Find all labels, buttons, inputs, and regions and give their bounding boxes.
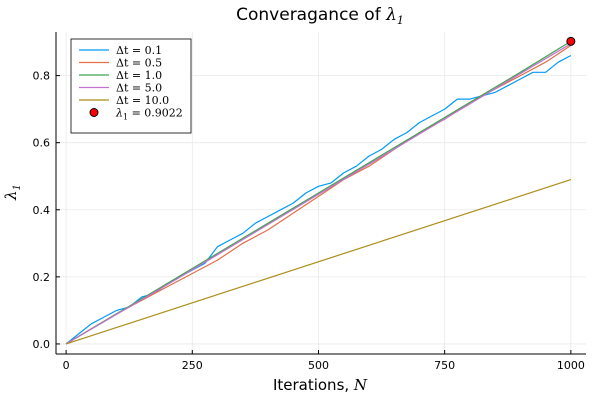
legend-entry: Δt = 0.5 <box>116 57 162 70</box>
series-line <box>65 40 572 345</box>
y-tick-label: 0.4 <box>33 204 51 217</box>
x-axis-label: Iterations, N <box>273 376 368 394</box>
x-tick-label: 1000 <box>557 359 585 372</box>
lambda-marker-point <box>566 36 576 46</box>
x-axis-label-math: N <box>353 376 368 394</box>
grid-lines <box>56 32 586 354</box>
chart-title-text: Converagance of <box>236 5 386 25</box>
series-line <box>65 43 572 345</box>
chart-title-math-sub: 1 <box>397 14 404 27</box>
marker-group <box>566 36 576 46</box>
legend-entry: Δt = 5.0 <box>116 82 162 95</box>
x-tick-label: 500 <box>308 359 329 372</box>
x-axis-ticks: 0 250 500 750 1000 <box>63 350 585 372</box>
legend-marker-swatch <box>89 108 99 117</box>
legend-box <box>70 38 192 134</box>
plot-frame <box>55 32 586 355</box>
legend-entry: Δt = 1.0 <box>116 69 162 82</box>
legend-marker-entry: λ1 = 0.9022 <box>115 107 183 122</box>
legend-entry: Δt = 0.1 <box>116 44 162 57</box>
legend: Δt = 0.1Δt = 0.5Δt = 1.0Δt = 5.0Δt = 10.… <box>70 38 192 134</box>
x-axis-label-text: Iterations, <box>273 376 354 394</box>
y-axis-label: λ1 <box>2 184 23 201</box>
y-axis-ticks: 0.0 0.2 0.4 0.6 0.8 <box>33 70 60 351</box>
x-tick-label: 250 <box>182 359 203 372</box>
chart-title-math: λ <box>385 5 397 25</box>
x-tick-label: 750 <box>434 359 455 372</box>
x-tick-label: 0 <box>63 359 70 372</box>
y-tick-label: 0.8 <box>33 70 51 83</box>
y-axis-label-math-sub: 1 <box>12 184 23 190</box>
y-axis-label-math: λ <box>2 190 20 201</box>
y-tick-label: 0.2 <box>33 271 51 284</box>
y-tick-label: 0.6 <box>33 137 51 150</box>
series-lines <box>65 40 572 345</box>
y-tick-label: 0.0 <box>33 338 51 351</box>
series-line <box>65 179 572 345</box>
chart-title: Converagance of λ1 <box>236 5 404 27</box>
legend-entry: Δt = 10.0 <box>116 94 169 107</box>
